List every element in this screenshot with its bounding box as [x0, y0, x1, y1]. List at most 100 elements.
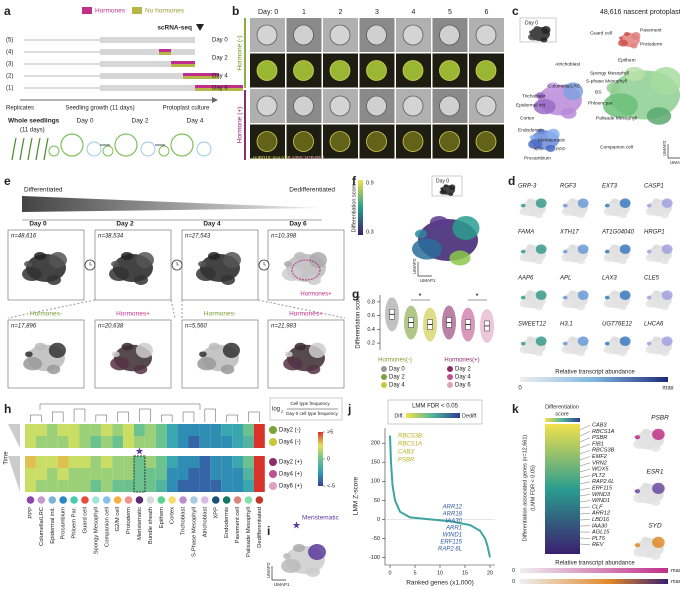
- umap-cluster: [652, 428, 665, 440]
- umap-cluster: [660, 258, 669, 265]
- heat-cell: [68, 468, 80, 480]
- panel-label: k: [512, 402, 519, 416]
- umap-cluster: [440, 187, 444, 190]
- heat-cell: [57, 456, 69, 468]
- umap-cluster: [618, 39, 628, 47]
- leader: [579, 513, 591, 515]
- heat-cell: [79, 480, 91, 492]
- hormone-bar: [171, 61, 195, 64]
- colorbar: [318, 432, 323, 486]
- heat-cell: [166, 480, 178, 492]
- legend-box: [387, 399, 483, 425]
- heat-cell: [253, 468, 265, 480]
- label: pUBQ10::myr-YFP: [253, 155, 291, 160]
- umap-cluster: [309, 252, 327, 268]
- y-tick-label: 50: [374, 498, 380, 504]
- heat-cell: [199, 436, 211, 448]
- heat-cell: [166, 456, 178, 468]
- dendrogram: [161, 414, 173, 422]
- umap-cluster: [568, 244, 577, 250]
- umap-cluster: [633, 493, 648, 504]
- cell: [439, 24, 460, 46]
- umap-cluster: [652, 536, 665, 549]
- umap-cluster: [448, 192, 454, 196]
- heat-cell: [221, 456, 233, 468]
- heat-cell: [199, 424, 211, 436]
- protoplast: [114, 133, 138, 157]
- protoplast: [140, 141, 156, 157]
- column-dot: [222, 496, 231, 504]
- umap-cluster: [306, 364, 321, 375]
- heat-cell: [253, 436, 265, 448]
- heat-cell: [210, 468, 222, 480]
- heat-cell: [188, 456, 200, 468]
- cell: [475, 24, 497, 46]
- heat-cell: [177, 424, 189, 436]
- label: IAA30: [446, 519, 463, 525]
- label: CAB3: [592, 422, 608, 428]
- umap-cluster: [576, 258, 585, 265]
- label: Hormones(-): [378, 358, 412, 364]
- umap-cluster: [198, 261, 206, 267]
- umap-cluster: [646, 249, 652, 254]
- label: Hormones: [95, 8, 126, 15]
- heat-cell: [177, 480, 189, 492]
- label: Dediff.: [462, 413, 478, 419]
- heat-cell: [144, 456, 156, 468]
- label: LMM Z-score: [353, 476, 360, 515]
- heat-cell: [112, 424, 124, 436]
- umap-x-label: UMAP1: [420, 278, 436, 283]
- cell: [329, 24, 351, 46]
- y-tick-label: 0: [377, 517, 380, 523]
- leader: [579, 487, 591, 491]
- column-dot: [81, 496, 89, 504]
- umap-cluster: [533, 98, 556, 115]
- umap-cluster: [650, 498, 661, 506]
- umap-cluster: [46, 364, 61, 375]
- heat-cell: [166, 436, 178, 448]
- umap-cluster: [540, 37, 548, 43]
- label: n=27,543: [185, 234, 211, 240]
- heat-cell: [232, 436, 243, 448]
- label: (4): [6, 50, 13, 56]
- no-hormone-bar: [183, 76, 219, 79]
- heat-cell: [35, 424, 47, 436]
- label: ERF115: [440, 540, 462, 546]
- label: Day 0: [212, 38, 228, 44]
- heat-cell: [243, 436, 254, 448]
- heat-cell: [188, 424, 200, 436]
- umap-y-label: UMAP2: [662, 140, 667, 156]
- umap-cluster: [631, 32, 641, 40]
- dendrogram: [95, 414, 107, 422]
- cluster-label: Palisade Mesophyll: [596, 115, 637, 121]
- umap-cluster: [619, 36, 623, 40]
- umap-cluster: [619, 336, 631, 347]
- column-dot: [211, 496, 220, 504]
- y-tick-label: -100: [369, 555, 380, 561]
- label: max: [662, 386, 673, 392]
- leader: [579, 468, 591, 473]
- umap-cluster: [121, 342, 133, 351]
- umap-cluster: [603, 207, 616, 216]
- label: WIND1: [443, 533, 462, 539]
- cluster-label: Spongy Mesophyll: [590, 70, 629, 76]
- umap-cluster: [208, 342, 220, 351]
- clock-hand: [263, 262, 266, 266]
- umap-cluster: [604, 295, 610, 300]
- seedling: [19, 137, 25, 161]
- cluster-label: Meristematic: [538, 137, 566, 143]
- umap-cluster: [563, 82, 584, 100]
- column-dot: [190, 496, 198, 504]
- umap-cluster: [624, 32, 630, 36]
- panel-label: d: [508, 174, 515, 188]
- umap-cluster: [604, 341, 610, 346]
- y-tick-label: 0.8: [367, 299, 375, 305]
- umap-cluster: [603, 299, 616, 308]
- umap-cluster: [646, 341, 652, 346]
- label: Hormones+: [300, 292, 332, 298]
- umap-cluster: [634, 489, 641, 494]
- umap-cluster: [603, 345, 616, 354]
- umap-cluster: [603, 93, 638, 118]
- umap-cluster: [49, 252, 67, 268]
- dendrogram: [39, 403, 201, 410]
